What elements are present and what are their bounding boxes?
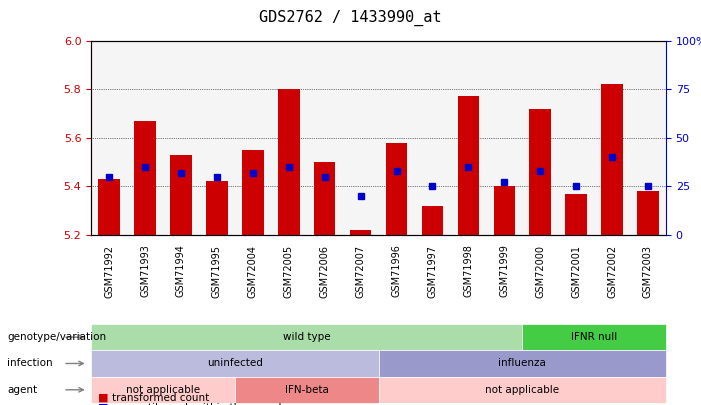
Text: percentile rank within the sample: percentile rank within the sample bbox=[112, 403, 288, 405]
Bar bbox=[637, 191, 659, 235]
Text: genotype/variation: genotype/variation bbox=[7, 332, 106, 342]
Bar bbox=[458, 96, 479, 235]
Bar bbox=[601, 84, 622, 235]
Bar bbox=[421, 206, 443, 235]
Text: ■: ■ bbox=[98, 393, 109, 403]
Bar bbox=[494, 186, 515, 235]
Bar bbox=[529, 109, 551, 235]
Text: transformed count: transformed count bbox=[112, 393, 210, 403]
Text: infection: infection bbox=[7, 358, 53, 369]
Text: IFNR null: IFNR null bbox=[571, 332, 617, 342]
Bar bbox=[565, 194, 587, 235]
Text: agent: agent bbox=[7, 385, 37, 395]
Bar bbox=[98, 179, 120, 235]
Text: uninfected: uninfected bbox=[207, 358, 263, 369]
Text: GDS2762 / 1433990_at: GDS2762 / 1433990_at bbox=[259, 10, 442, 26]
Text: ■: ■ bbox=[98, 403, 109, 405]
Bar bbox=[278, 89, 299, 235]
Bar bbox=[170, 155, 192, 235]
Bar bbox=[350, 230, 372, 235]
Text: not applicable: not applicable bbox=[485, 385, 559, 395]
Bar bbox=[206, 181, 228, 235]
Text: not applicable: not applicable bbox=[126, 385, 200, 395]
Text: influenza: influenza bbox=[498, 358, 546, 369]
Bar bbox=[386, 143, 407, 235]
Bar bbox=[242, 150, 264, 235]
Bar bbox=[314, 162, 335, 235]
Text: IFN-beta: IFN-beta bbox=[285, 385, 329, 395]
Text: wild type: wild type bbox=[283, 332, 330, 342]
Bar bbox=[135, 121, 156, 235]
